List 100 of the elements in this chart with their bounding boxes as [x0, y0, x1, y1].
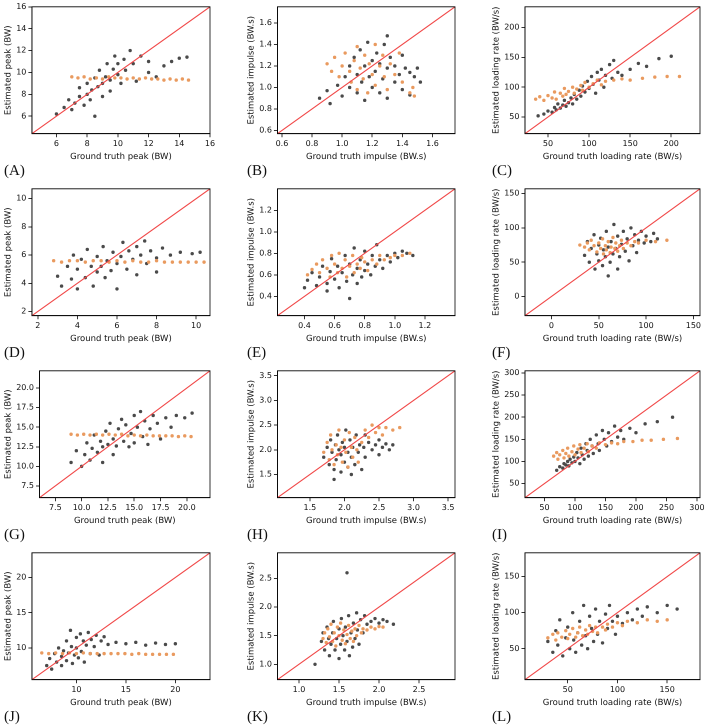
y-axis-title: Estimated impulse (BW.s): [246, 380, 256, 489]
y-tick-label: 8: [21, 89, 26, 98]
x-tick-label: 100: [581, 139, 597, 148]
x-tick-label: 8: [154, 321, 160, 330]
y-tick-label: 14: [16, 24, 26, 33]
x-axis-title: Ground truth impulse (BW.s): [306, 516, 426, 526]
y-tick-label: 1.4: [259, 40, 272, 49]
y-tick-label: 0.4: [259, 291, 272, 300]
x-tick-label: 10: [191, 321, 202, 330]
x-tick-label: 0.8: [306, 139, 318, 148]
x-axis-title: Ground truth impulse (BW.s): [306, 152, 426, 162]
y-tick-label: 1.6: [259, 18, 272, 28]
x-tick-label: 100: [610, 685, 626, 694]
text: (J): [3, 709, 20, 726]
y-tick-label: 15.0: [16, 422, 34, 432]
y-axis-title: Estimated impulse (BW.s): [246, 562, 256, 671]
y-tick-label: 16: [16, 2, 26, 11]
y-tick-label: 3.5: [259, 370, 272, 380]
y-axis-title: Estimated peak (BW): [3, 207, 14, 298]
y-axis-title: Estimated impulse (BW.s): [246, 198, 256, 307]
x-tick-label: 300: [689, 503, 705, 512]
y-axis-title: Estimated loading rate (BW/s): [491, 552, 502, 680]
x-tick-label: 150: [660, 685, 675, 694]
y-tick-label: 0: [514, 292, 520, 301]
text: (E): [246, 345, 266, 362]
y-tick-label: 1.0: [259, 82, 272, 92]
y-tick-label: 20.0: [16, 383, 34, 392]
x-axis-title: Ground truth impulse (BW.s): [306, 334, 426, 344]
x-tick-label: 14: [174, 139, 184, 148]
x-tick-label: 20: [170, 685, 180, 694]
x-tick-label: 100: [638, 321, 654, 330]
x-axis-title: Ground truth impulse (BW.s): [306, 698, 426, 708]
text: (C): [491, 163, 512, 180]
x-tick-label: 6: [54, 139, 59, 148]
y-tick-label: 100: [504, 456, 520, 466]
x-tick-label: 10.0: [72, 503, 91, 512]
text: (A): [3, 163, 25, 180]
y-axis-title: Estimated loading rate (BW/s): [491, 6, 502, 134]
y-tick-label: 12: [16, 46, 26, 55]
text: (I): [491, 527, 507, 544]
x-tick-label: 250: [658, 503, 674, 512]
y-tick-label: 50: [509, 478, 520, 488]
y-tick-label: 1.5: [259, 630, 272, 640]
y-tick-label: 2.5: [259, 574, 272, 583]
x-tick-label: 1.0: [388, 321, 402, 330]
x-tick-label: 2.0: [372, 685, 386, 694]
x-axis-title: Ground truth loading rate (BW/s): [542, 152, 682, 162]
y-tick-label: 200: [504, 412, 520, 422]
x-axis-title: Ground truth peak (BW): [70, 698, 172, 708]
y-tick-label: 6: [21, 111, 26, 120]
y-tick-label: 10: [16, 68, 26, 77]
y-tick-label: 10: [16, 643, 26, 652]
y-tick-label: 1.2: [259, 61, 272, 70]
y-tick-label: 1.0: [259, 226, 272, 236]
x-axis-title: Ground truth peak (BW): [74, 516, 176, 526]
x-tick-label: 12: [143, 139, 154, 148]
y-tick-label: 1.5: [259, 470, 272, 479]
x-tick-label: 2.5: [372, 503, 386, 512]
x-tick-label: 1.0: [336, 139, 348, 148]
y-tick-label: 300: [504, 368, 520, 378]
x-tick-label: 0.6: [328, 321, 341, 330]
x-tick-label: 1.5: [304, 503, 316, 512]
y-tick-label: 2.0: [259, 602, 272, 612]
y-tick-label: 100: [504, 608, 520, 617]
y-tick-label: 7.5: [21, 481, 34, 490]
y-tick-label: 10.0: [16, 461, 34, 470]
x-tick-label: 2: [35, 321, 40, 330]
y-tick-label: 17.5: [16, 402, 34, 412]
y-axis-title: Estimated peak (BW): [3, 389, 14, 480]
x-tick-label: 1.6: [426, 139, 439, 148]
text: (D): [3, 345, 25, 362]
text: (F): [491, 345, 510, 362]
x-tick-label: 3.5: [442, 503, 454, 512]
text: (L): [491, 709, 512, 726]
x-tick-label: 1.2: [366, 139, 379, 148]
x-tick-label: 50: [594, 321, 604, 330]
x-tick-label: 10: [112, 139, 123, 148]
y-axis-title: Estimated impulse (BW.s): [246, 16, 256, 125]
x-tick-label: 0.8: [358, 321, 372, 330]
y-tick-label: 50: [509, 257, 520, 266]
x-tick-label: 200: [664, 139, 679, 148]
x-tick-label: 6: [114, 321, 120, 330]
x-tick-label: 150: [598, 503, 614, 512]
y-tick-label: 150: [504, 572, 520, 581]
y-tick-label: 1.2: [259, 205, 272, 214]
x-tick-label: 150: [622, 139, 638, 148]
x-tick-label: 0.4: [298, 321, 311, 330]
x-tick-label: 2.5: [412, 685, 426, 694]
y-tick-label: 1.0: [259, 659, 272, 668]
x-tick-label: 7.5: [48, 503, 62, 512]
x-axis-title: Ground truth loading rate (BW/s): [542, 516, 682, 526]
y-tick-label: 0.6: [259, 126, 272, 135]
y-tick-label: 10: [16, 194, 26, 203]
x-tick-label: 1.5: [332, 685, 346, 694]
y-tick-label: 50: [509, 644, 520, 653]
y-tick-label: 2.0: [259, 444, 272, 454]
x-tick-label: 1.4: [396, 139, 409, 148]
x-tick-label: 15.0: [125, 503, 144, 512]
x-axis-title: Ground truth peak (BW): [70, 152, 172, 162]
x-tick-label: 2.0: [338, 503, 351, 512]
